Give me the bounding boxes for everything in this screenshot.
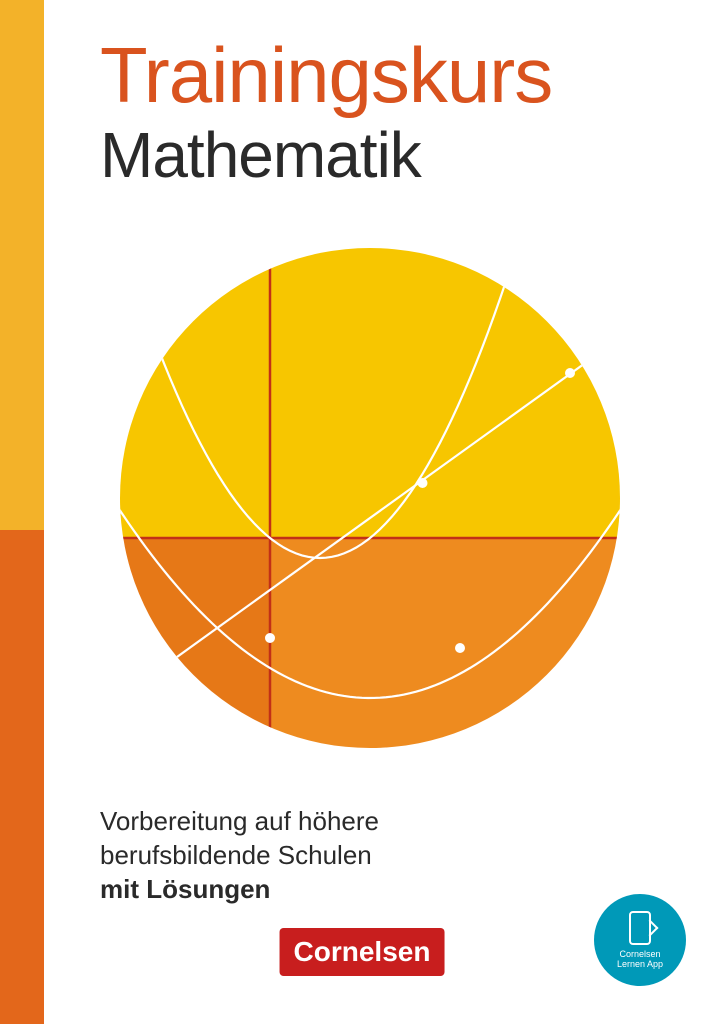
title-line-1: Trainingskurs <box>100 30 552 121</box>
publisher-badge: Cornelsen <box>280 928 445 976</box>
phone-icon <box>629 911 651 945</box>
left-accent-bar-top <box>0 0 44 530</box>
description-block: Vorbereitung auf höhere berufsbildende S… <box>100 805 379 906</box>
publisher-label: Cornelsen <box>294 936 431 967</box>
description-line-3: mit Lösungen <box>100 873 379 907</box>
description-line-2: berufsbildende Schulen <box>100 839 379 873</box>
left-accent-bar-bottom <box>0 530 44 1024</box>
app-badge-text: Cornelsen Lernen App <box>617 949 663 970</box>
description-line-1: Vorbereitung auf höhere <box>100 805 379 839</box>
cover-graphic <box>120 248 620 748</box>
app-badge: Cornelsen Lernen App <box>594 894 686 986</box>
title-line-2: Mathematik <box>100 118 421 192</box>
